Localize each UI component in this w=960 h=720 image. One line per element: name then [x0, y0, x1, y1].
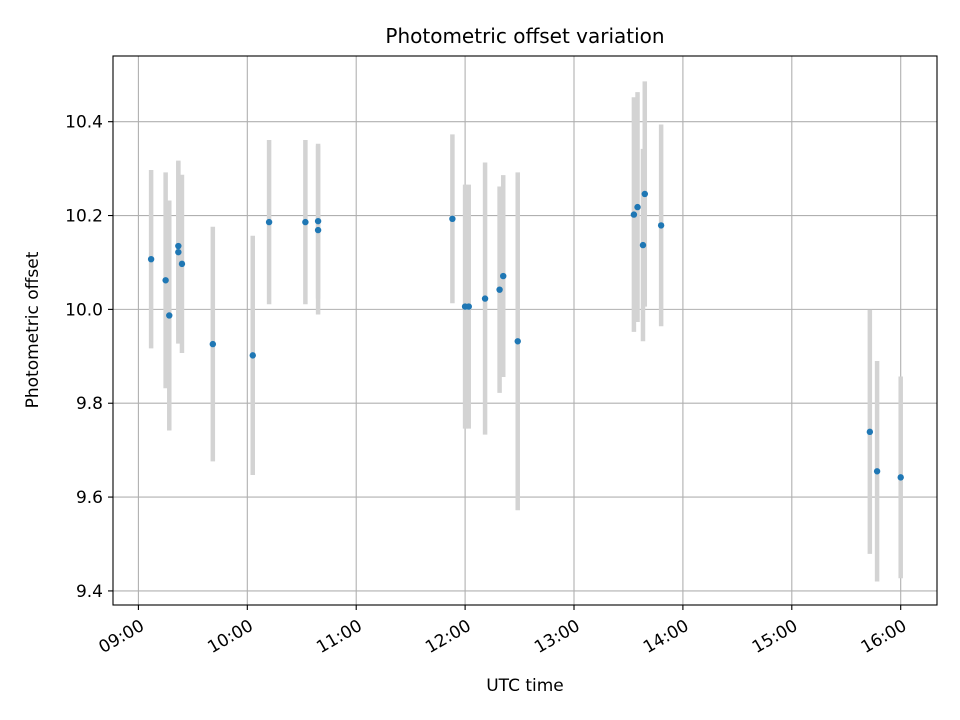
data-point: [481, 295, 489, 302]
data-point: [639, 241, 647, 249]
grid: [113, 56, 937, 605]
data-point: [873, 468, 881, 475]
data-point: [314, 226, 322, 234]
data-point: [166, 312, 173, 319]
chart-title: Photometric offset variation: [385, 24, 664, 48]
data-point: [897, 474, 904, 481]
y-axis-title: Photometric offset: [23, 251, 43, 408]
data-point: [866, 428, 874, 436]
data-point: [178, 260, 186, 268]
data-point: [500, 272, 507, 280]
data-point: [302, 218, 309, 226]
y-tick-label: 9.4: [76, 582, 103, 602]
y-tick-label: 9.8: [76, 394, 103, 414]
data-point: [641, 190, 648, 198]
data-point: [175, 242, 182, 250]
data-point: [657, 222, 665, 229]
y-tick-label: 10.0: [65, 300, 103, 320]
data-point: [514, 338, 521, 345]
data-point: [265, 218, 273, 226]
data-points: [147, 190, 904, 481]
data-point: [314, 217, 322, 225]
data-point: [465, 303, 472, 310]
data-point: [496, 286, 503, 293]
plot-area-frame: [112, 55, 938, 606]
data-point: [147, 255, 155, 263]
x-axis-title: UTC time: [486, 676, 564, 696]
data-point: [175, 248, 182, 256]
data-point: [634, 203, 641, 211]
data-point: [630, 211, 638, 218]
y-tick-label: 9.6: [76, 488, 103, 508]
y-tick-label: 10.2: [65, 207, 103, 227]
y-axis-ticks: 9.4 9.6 9.8 10.0 10.2 10.4: [65, 113, 113, 602]
y-tick-label: 10.4: [65, 113, 103, 133]
data-point: [449, 215, 456, 223]
data-point: [162, 277, 169, 284]
data-point: [209, 340, 217, 348]
data-point: [249, 352, 256, 359]
